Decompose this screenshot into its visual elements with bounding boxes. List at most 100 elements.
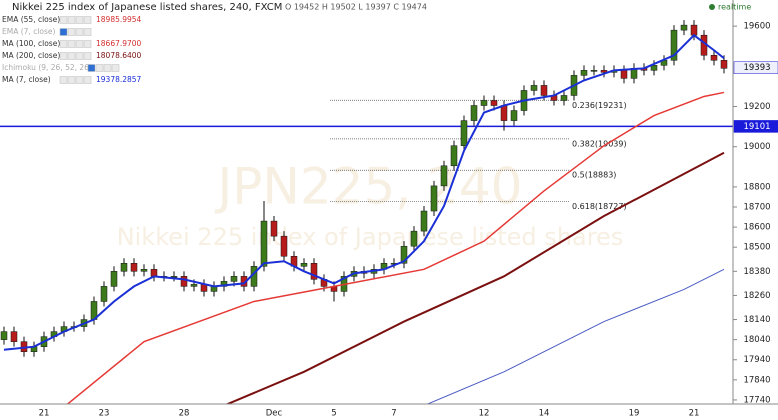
candle-body (600, 70, 608, 73)
candle-body (230, 276, 238, 282)
indicator-icon[interactable] (67, 76, 76, 84)
indicator-icon[interactable] (59, 40, 68, 48)
y-tick-label: 18600 (743, 223, 770, 233)
candle-body (720, 60, 728, 69)
candle-body (590, 70, 598, 72)
indicator-icon[interactable] (75, 28, 84, 36)
indicator-icon[interactable] (67, 28, 76, 36)
indicator-value: 18985.9954 (96, 15, 142, 24)
indicator-icon[interactable] (75, 16, 84, 24)
indicator-icon[interactable] (87, 64, 96, 72)
indicator-name: MA (100, close) (2, 39, 60, 48)
x-tick-label: 12 (479, 409, 490, 419)
candle-body (100, 286, 108, 302)
candle-body (0, 331, 8, 340)
fib-label: 0.382(19039) (572, 139, 627, 148)
y-tick-label: 18140 (743, 315, 770, 325)
candle-body (580, 70, 588, 76)
watermark-name: Nikkei 225 index of Japanese listed shar… (117, 223, 624, 251)
indicator-icon[interactable] (83, 40, 92, 48)
candle-body (710, 55, 718, 61)
y-tick-label: 17740 (743, 395, 770, 405)
candle-body (500, 105, 508, 121)
fib-label: 0.618(18727) (572, 202, 627, 211)
candle-body (420, 210, 428, 232)
indicator-icon[interactable] (83, 16, 92, 24)
y-tick-label: 18260 (743, 291, 770, 301)
axes: 19600 19200 19000 18800 18700 18600 18500 18380… (39, 22, 778, 419)
candle-body (450, 145, 458, 167)
legend: Nikkei 225 index of Japanese listed shar… (2, 2, 751, 84)
ohlc: O 19452 H 19502 L 19397 C 19474 (285, 3, 427, 12)
x-tick-label: Dec (266, 409, 283, 419)
indicator-icon[interactable] (75, 52, 84, 60)
indicator-icon[interactable] (59, 28, 68, 36)
candle-body (260, 220, 268, 267)
candle-body (140, 269, 148, 272)
indicator-icon[interactable] (75, 40, 84, 48)
candle-body (410, 230, 418, 247)
candle-body (130, 263, 138, 272)
moving-average (66, 91, 725, 404)
price-box (733, 61, 778, 74)
indicator-icon[interactable] (75, 76, 84, 84)
x-tick-label: 5 (331, 409, 336, 419)
candle-body (400, 245, 408, 264)
indicator-icon[interactable] (67, 40, 76, 48)
moving-average (426, 268, 725, 404)
candle-body (150, 269, 158, 277)
watermark-symbol: JPN225, 240 (215, 158, 523, 216)
candle-body (180, 276, 188, 287)
indicator-icon[interactable] (111, 64, 120, 72)
moving-average (3, 33, 725, 351)
candle-body (510, 110, 518, 121)
candle-body (650, 65, 658, 71)
y-tick-label: 19200 (743, 102, 770, 112)
plot-area: 0.236(19231) 0.382(19039) 0.5(18883) 0.618(… (0, 20, 733, 404)
candle-body (620, 70, 628, 79)
fib-label: 0.5(18883) (572, 171, 616, 180)
candle-body (560, 95, 568, 101)
status-dot (709, 4, 715, 10)
x-tick-label: 23 (99, 409, 110, 419)
indicator-icon[interactable] (67, 16, 76, 24)
candle-body (690, 24, 698, 36)
candle-body (470, 105, 478, 121)
indicator-name: EMA (55, close) (2, 15, 60, 24)
x-tick-label: 19 (629, 409, 640, 419)
indicator-icon[interactable] (59, 16, 68, 24)
indicator-icon[interactable] (83, 28, 92, 36)
indicator-value: 19378.2857 (96, 75, 142, 84)
indicator-name: MA (200, close) (2, 51, 60, 60)
indicator-icon[interactable] (67, 52, 76, 60)
candle-body (430, 185, 438, 212)
indicator-icon[interactable] (95, 64, 104, 72)
candle-body (680, 24, 688, 31)
candle-body (300, 263, 308, 267)
candle-body (670, 29, 678, 61)
indicator-icon[interactable] (103, 64, 112, 72)
chart-title: Nikkei 225 index of Japanese listed shar… (12, 2, 282, 13)
indicator-icon[interactable] (59, 52, 68, 60)
candle-body (540, 85, 548, 96)
y-tick-label: 18800 (743, 182, 770, 192)
candle-body (190, 284, 198, 287)
indicator-name: MA (7, close) (2, 75, 51, 84)
price-box (733, 120, 778, 133)
indicator-value: 18667.9700 (96, 39, 142, 48)
price-box-label: 19393 (743, 63, 770, 73)
y-tick-label: 18700 (743, 203, 770, 213)
y-tick-label: 18380 (743, 267, 770, 277)
indicator-icon[interactable] (59, 76, 68, 84)
price-box-label: 19101 (743, 122, 770, 132)
indicator-value: 18078.6400 (96, 51, 142, 60)
y-tick-label: 17840 (743, 375, 770, 385)
candle-body (440, 165, 448, 187)
candle-body (310, 263, 318, 280)
indicator-icon[interactable] (83, 76, 92, 84)
candle-body (490, 100, 498, 106)
status: realtime (718, 3, 751, 12)
indicator-icon[interactable] (83, 52, 92, 60)
fib-label: 0.236(19231) (572, 101, 627, 110)
